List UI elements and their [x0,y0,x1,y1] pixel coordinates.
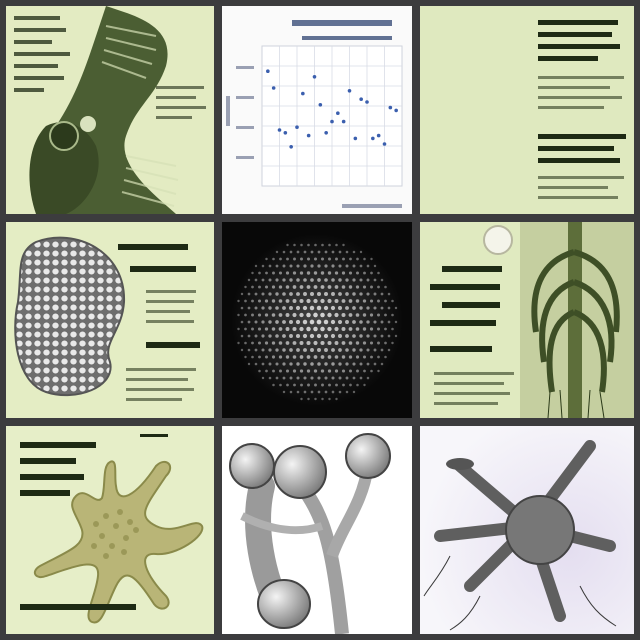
scatter-point [266,69,270,73]
ribcage-panel [420,222,634,418]
bean-mesh-illustration [14,236,200,401]
text-panel-top-right [420,6,634,214]
dotted-sphere-panel [222,222,412,418]
mushroom-sculpture-panel [222,426,412,634]
skeletal-creature-panel [6,6,214,214]
scatter-chart-panel [222,6,412,214]
dotted-sphere-illustration [231,234,403,406]
scatter-point [301,91,305,96]
scatter-point [371,136,375,141]
scatter-point [336,111,340,115]
scatter-point [376,133,381,138]
starfish-cell-illustration [20,434,204,624]
scatter-point [312,75,317,79]
scatter-point [382,142,387,146]
text-panel-lines [538,20,626,199]
scatter-point [341,119,346,124]
scatter-point [271,86,276,90]
scatter-point [353,136,358,141]
gray-cluster-illustration [420,426,634,634]
scatter-point [365,100,369,104]
scatter-point [388,105,393,110]
scatter-point [347,89,352,93]
skeletal-creature-illustration [14,6,206,214]
gray-cluster-panel [420,426,634,634]
scatter-point [324,131,328,135]
scatter-chart [226,20,403,208]
scatter-point [295,125,299,129]
scatter-point [318,103,323,107]
ribcage-illustration [430,222,634,418]
scatter-point [359,97,363,101]
scatter-point [277,128,282,132]
scatter-point [289,145,293,149]
scatter-point [283,131,288,135]
starfish-cell-panel [6,426,214,634]
bean-mesh-panel [6,222,214,418]
mushroom-sculpture-illustration [229,433,391,634]
scatter-point [306,133,311,138]
scatter-point [394,108,398,113]
scatter-point [330,119,334,124]
